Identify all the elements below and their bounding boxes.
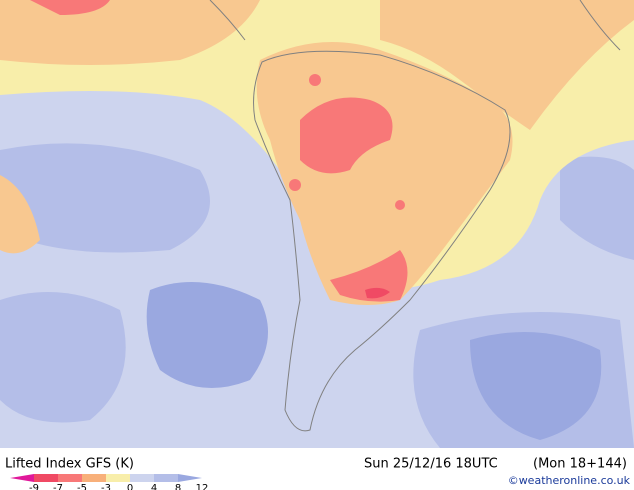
map (0, 0, 634, 448)
legend-swatch (82, 474, 106, 482)
legend-label: 8 (175, 483, 181, 490)
valid-time: Sun 25/12/16 18UTC (364, 457, 498, 472)
legend-label: 12 (196, 483, 209, 490)
map-title: Lifted Index GFS (K) (5, 457, 134, 472)
legend-label: 0 (127, 483, 133, 490)
legend-swatch (10, 474, 34, 482)
legend-swatch (58, 474, 82, 482)
credit: ©weatheronline.co.uk (508, 474, 631, 487)
forecast-step: (Mon 18+144) (533, 457, 627, 472)
footer-bar (0, 448, 634, 490)
legend-label: -7 (53, 483, 63, 490)
legend-swatch (106, 474, 130, 482)
legend-label: -9 (29, 483, 39, 490)
legend-swatch (154, 474, 178, 482)
legend-swatch (34, 474, 58, 482)
legend-swatch (130, 474, 154, 482)
legend-label: 4 (151, 483, 157, 490)
legend: -9 -7 -5 -3 0 4 8 12 (10, 474, 208, 490)
legend-label: -5 (77, 483, 87, 490)
legend-label: -3 (101, 483, 111, 490)
legend-swatch (178, 474, 202, 482)
